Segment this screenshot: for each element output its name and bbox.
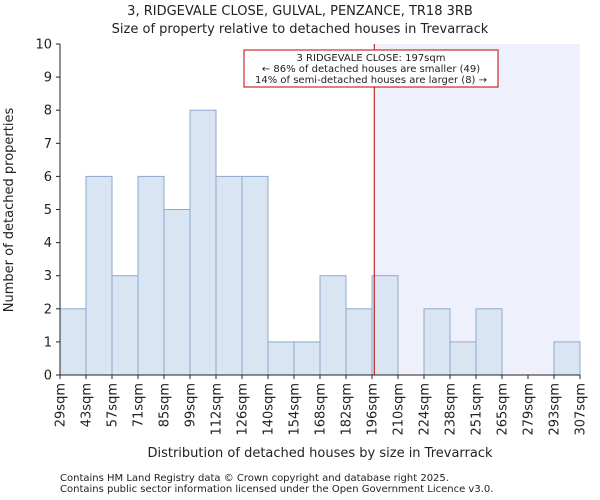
x-tick-label: 265sqm xyxy=(496,383,511,436)
bar-112sqm xyxy=(215,175,243,376)
annotation-frame xyxy=(243,49,499,88)
bar-126sqm xyxy=(241,175,269,376)
x-tick-label: 224sqm xyxy=(418,383,433,436)
x-tick-label: 168sqm xyxy=(314,383,329,436)
bar-168sqm xyxy=(319,275,347,376)
annotation-line-3: 14% of semi-detached houses are larger (… xyxy=(255,75,487,86)
x-tick-label: 29sqm xyxy=(54,383,69,427)
x-tick-label: 307sqm xyxy=(574,383,589,436)
bar-85sqm xyxy=(163,209,191,376)
x-tick-label: 279sqm xyxy=(522,383,537,436)
bar-99sqm xyxy=(189,109,217,376)
x-tick-label: 154sqm xyxy=(288,383,303,436)
bar-43sqm xyxy=(85,175,113,376)
x-tick-label: 140sqm xyxy=(262,383,277,436)
x-tick-label: 99sqm xyxy=(184,383,199,427)
footer-licence: Contains public sector information licen… xyxy=(60,484,494,495)
bar-182sqm xyxy=(345,308,373,376)
annotation-line-2: ← 86% of detached houses are smaller (49… xyxy=(262,64,480,75)
bar-57sqm xyxy=(111,275,139,376)
x-tick-label: 112sqm xyxy=(210,383,225,436)
footer-copyright: Contains HM Land Registry data © Crown c… xyxy=(60,473,449,484)
y-tick-label: 6 xyxy=(44,170,52,185)
y-tick-label: 0 xyxy=(44,369,52,384)
y-axis-label: Number of detached properties xyxy=(2,108,17,313)
x-axis-ticks: 29sqm 43sqm 57sqm 71sqm 85sqm 99sqm 112sqm 126s… xyxy=(54,375,589,436)
bar-196sqm xyxy=(371,275,399,376)
bar-71sqm xyxy=(137,175,165,376)
bar-group xyxy=(59,109,581,376)
y-tick-label: 10 xyxy=(35,38,52,53)
x-tick-label: 238sqm xyxy=(444,383,459,436)
y-tick-label: 9 xyxy=(44,71,52,86)
bar-238sqm xyxy=(449,341,477,376)
x-tick-label: 57sqm xyxy=(106,383,121,427)
y-tick-label: 4 xyxy=(44,236,52,251)
bar-224sqm xyxy=(423,308,451,376)
x-tick-label: 126sqm xyxy=(236,383,251,436)
x-tick-label: 85sqm xyxy=(158,383,173,427)
x-tick-label: 210sqm xyxy=(392,383,407,436)
annotation-line-1: 3 RIDGEVALE CLOSE: 197sqm xyxy=(297,53,446,64)
x-tick-label: 71sqm xyxy=(132,383,147,427)
bar-293sqm xyxy=(553,341,581,376)
bar-154sqm xyxy=(293,341,321,376)
y-tick-label: 5 xyxy=(44,203,52,218)
y-tick-label: 1 xyxy=(44,335,52,350)
annotation-box: 3 RIDGEVALE CLOSE: 197sqm ← 86% of detac… xyxy=(243,49,499,88)
y-tick-label: 7 xyxy=(44,137,52,152)
bar-140sqm xyxy=(267,341,295,376)
chart-title: 3, RIDGEVALE CLOSE, GULVAL, PENZANCE, TR… xyxy=(127,4,473,19)
y-tick-label: 3 xyxy=(44,269,52,284)
bar-29sqm xyxy=(59,308,87,376)
x-tick-label: 182sqm xyxy=(340,383,355,436)
bar-251sqm xyxy=(475,308,503,376)
x-tick-label: 251sqm xyxy=(470,383,485,436)
x-tick-label: 43sqm xyxy=(80,383,95,427)
y-tick-label: 2 xyxy=(44,302,52,317)
y-axis-ticks: 0 1 2 3 4 5 6 7 8 9 10 xyxy=(35,38,60,384)
x-tick-label: 196sqm xyxy=(366,383,381,436)
y-tick-label: 8 xyxy=(44,104,52,119)
x-axis-label: Distribution of detached houses by size … xyxy=(147,446,493,461)
x-tick-label: 293sqm xyxy=(548,383,563,436)
chart-subtitle: Size of property relative to detached ho… xyxy=(111,22,489,37)
